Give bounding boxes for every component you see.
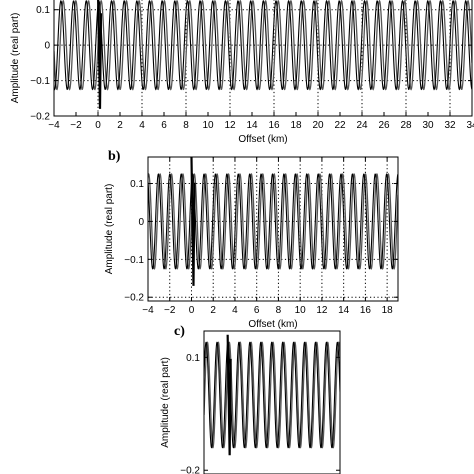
x-tick-label: 4 [139,120,145,131]
y-tick-label: 0 [138,217,144,228]
y-tick-label: −0.2 [30,112,50,123]
x-tick-label: 18 [382,305,394,316]
x-tick-label: 10 [202,120,214,131]
spike-mark [97,0,103,109]
y-tick-label: −0.2 [124,293,144,304]
y-tick-label: −0.1 [124,255,144,266]
y-tick-label: −0.2 [180,466,200,474]
series-line [204,341,340,449]
panel-c: 0.1 −0.2 Amplitude (real part) c) [160,324,341,474]
spike-mark [190,157,196,286]
x-tick-label: 16 [268,120,280,131]
x-tick-label: 12 [224,120,236,131]
x-tick-label: 24 [356,120,368,131]
y-tick-label: 0.1 [186,353,200,364]
x-tick-label: 18 [290,120,302,131]
x-tick-label: 12 [316,305,328,316]
y-tick-label: 0 [44,41,50,52]
panel-label: c) [174,324,185,339]
series-line [204,341,340,449]
x-tick-label: 32 [444,120,456,131]
panel-label: b) [108,149,121,164]
spike-mark [226,334,232,456]
x-tick-label: 2 [210,305,216,316]
x-tick-label: −2 [70,120,82,131]
y-axis-title: Amplitude (real part) [10,13,21,104]
x-tick-label: 8 [276,305,282,316]
y-axis-title: Amplitude (real part) [160,357,171,448]
x-tick-label: 2 [117,120,123,131]
x-tick-label: 6 [161,120,167,131]
axes-frame [147,156,399,302]
x-tick-label: 14 [338,305,350,316]
x-tick-label: −4 [142,305,154,316]
x-axis-title: Offset (km) [248,319,297,330]
axes-frame [203,330,341,474]
panel-b: −4 −2 0 2 4 6 8 10 12 14 16 18 0.1 0 −0.1 −0.2 Offset (k… [104,149,399,330]
y-tick-label: 0.1 [130,179,144,190]
y-axis-title: Amplitude (real part) [104,184,115,275]
plot-area-a [54,0,472,116]
x-tick-label: 26 [378,120,390,131]
x-tick-label: 10 [295,305,307,316]
plot-area-b [148,157,398,301]
x-tick-label: 0 [189,305,195,316]
x-axis-title: Offset (km) [238,134,287,145]
axes-frame [53,0,473,117]
x-tick-label: 8 [183,120,189,131]
panel-a: −4−202468101214161820222426283032340.10−… [10,0,474,145]
x-tick-label: 4 [232,305,238,316]
x-tick-label: 22 [334,120,346,131]
series-line [148,173,398,270]
x-tick-label: 34 [466,120,474,131]
x-tick-label: 30 [422,120,434,131]
y-tick-label: 0.1 [36,5,50,16]
plot-area-c [204,334,340,456]
series-line [148,172,398,270]
x-tick-label: 16 [360,305,372,316]
series-line [54,0,472,91]
x-tick-label: −4 [48,120,60,131]
x-tick-label: 28 [400,120,412,131]
series-line [54,0,472,91]
x-tick-label: −2 [164,305,176,316]
y-tick-label: −0.1 [30,76,50,87]
x-tick-label: 14 [246,120,258,131]
x-tick-label: 0 [95,120,101,131]
x-tick-label: 6 [254,305,260,316]
x-tick-label: 20 [312,120,324,131]
